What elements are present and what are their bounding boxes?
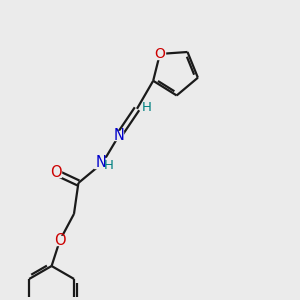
Text: O: O: [154, 47, 165, 61]
Bar: [114, 131, 123, 140]
Text: O: O: [54, 233, 66, 248]
Bar: [52, 168, 61, 177]
Bar: [94, 158, 111, 168]
Text: H: H: [104, 159, 114, 172]
Bar: [155, 49, 165, 58]
Bar: [56, 236, 64, 245]
Text: H: H: [142, 101, 152, 114]
Text: N: N: [96, 154, 106, 169]
Text: N: N: [113, 128, 124, 143]
Text: O: O: [50, 165, 62, 180]
